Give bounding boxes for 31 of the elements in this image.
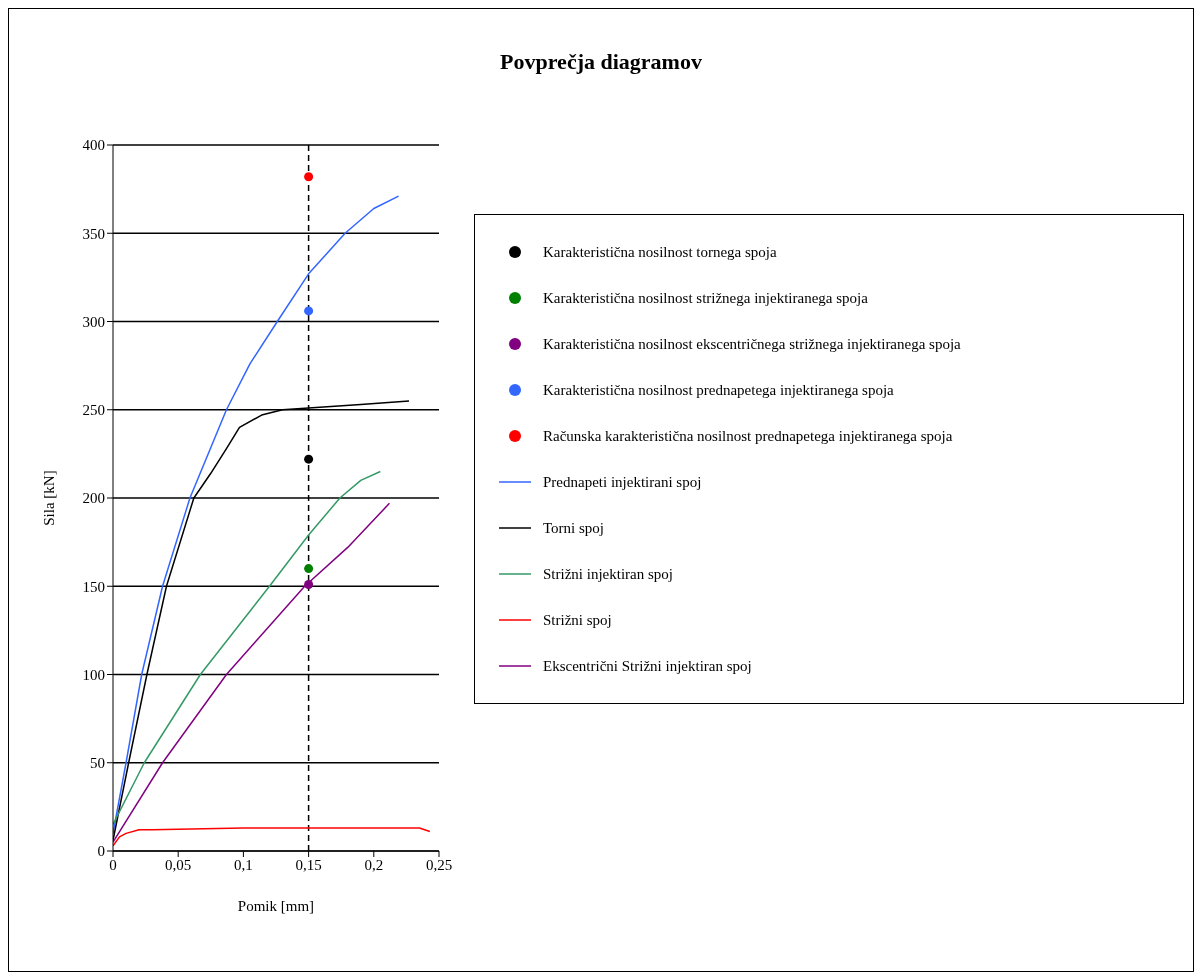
x-tick-label: 0,25	[425, 856, 453, 873]
x-tick-label: 0	[109, 856, 117, 873]
x-tick-label: 0,15	[295, 856, 322, 873]
y-axis-title: Sila [kN]	[41, 470, 58, 526]
legend-label: Prednapeti injektirani spoj	[543, 473, 702, 491]
y-tick-label: 200	[82, 490, 105, 507]
y-tick-label: 150	[82, 578, 105, 595]
legend-label: Karakteristična nosilnost prednapetega injektiranega spoja	[543, 381, 894, 399]
y-tick-label: 100	[82, 666, 105, 683]
y-tick-label: 350	[82, 225, 105, 242]
y-tick-label: 400	[82, 137, 105, 154]
x-axis-title: Pomik [mm]	[237, 898, 315, 914]
legend-label: Ekscentrični Strižni injektiran spoj	[543, 657, 752, 675]
text: Povprečja diagramov	[499, 49, 703, 75]
legend-label: Torni spoj	[543, 519, 605, 537]
line-series	[113, 827, 431, 847]
line-series	[113, 470, 382, 826]
legend-label: Strižni spoj	[543, 611, 612, 629]
legend-label: Računska karakteristična nosilnost prednapetega injektiranega spoja	[543, 427, 953, 445]
x-tick-label: 0,05	[165, 856, 192, 873]
line-series	[113, 502, 391, 843]
y-tick-label: 50	[90, 755, 105, 772]
legend-label: Strižni injektiran spoj	[543, 565, 673, 583]
y-tick-label: 0	[97, 843, 105, 860]
y-tick-label: 250	[82, 402, 105, 419]
legend-label: Karakteristična nosilnost ekscentričnega strižnega injektiranega spoja	[543, 335, 961, 353]
legend-label: Karakteristična nosilnost strižnega injektiranega spoja	[543, 289, 868, 307]
legend-label: Karakteristična nosilnost tornega spoja	[543, 243, 777, 261]
x-tick-label: 0,2	[364, 856, 384, 873]
y-tick-label: 300	[82, 313, 105, 330]
x-tick-label: 0,1	[234, 856, 253, 873]
